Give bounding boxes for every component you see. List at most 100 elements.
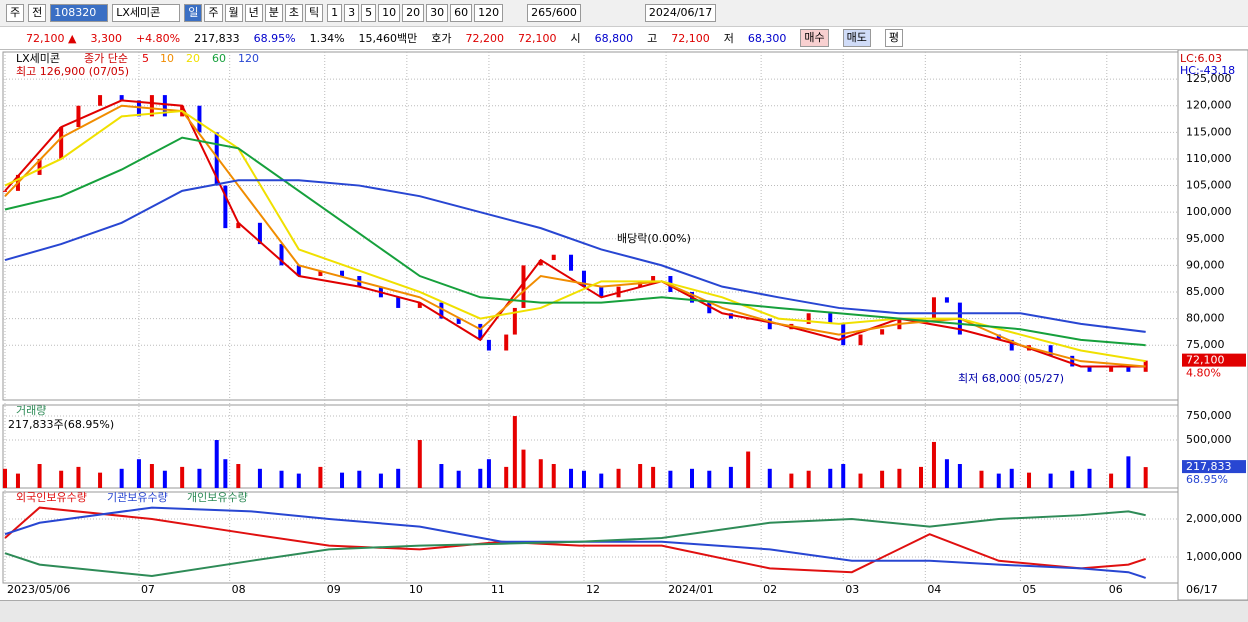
avg-button[interactable]: 평 [884,29,904,47]
last-price-box [1182,353,1246,367]
legend-item: 기관보유수량 [107,491,168,504]
volume-bar [15,473,20,488]
y-tick-label: 80,000 [1186,312,1225,325]
volume-bar [512,416,517,488]
annotation: LC:6.03 [1180,52,1222,65]
intervals-button[interactable]: 20 [402,4,425,22]
candle [37,158,42,175]
volume-bar [257,468,262,488]
volume-bar [1027,472,1032,488]
annotation: 최저 68,000 (05/27) [958,372,1064,385]
volume-bar [37,464,42,488]
volume-bar [214,440,219,488]
volume-bar [119,468,124,488]
stock-name[interactable]: LX세미콘 [112,4,181,22]
volume-bar [690,468,694,488]
units-button[interactable]: 일 [184,4,203,22]
volume-bar [806,470,811,488]
units-button[interactable]: 주 [204,4,223,22]
volume-bar [996,473,1001,488]
volume-bar [668,470,673,488]
volume-bar [521,449,526,488]
units-button[interactable]: 틱 [305,4,324,22]
candle [599,286,604,298]
volume-bar [478,468,483,488]
intervals-button[interactable]: 120 [474,4,504,22]
candle [707,302,712,314]
intervals-button[interactable]: 60 [450,4,473,22]
axis-area [1177,50,1248,601]
x-tick-label: 04 [927,583,941,596]
candle [223,185,228,229]
units-button[interactable]: 분 [264,4,283,22]
last-volume: 217,833 [1186,460,1232,473]
legend-item: 60 [212,52,226,65]
intervals-button[interactable]: 1 [327,4,343,22]
candle [279,244,284,266]
line [4,110,1146,363]
volume-bar [340,472,345,488]
candle [512,307,517,335]
legend-item: 120 [238,52,259,65]
volume-bar [439,464,444,488]
volume-bar [1048,473,1053,488]
x-tick-label: 10 [409,583,423,596]
line [4,506,1146,579]
candle [521,265,526,308]
volume-ratio: 68.95% [253,31,296,45]
volume-bar [728,466,733,488]
x-tick-label: 08 [232,583,246,596]
sell-button[interactable]: 매도 [842,29,871,47]
candle [214,132,219,186]
x-tick-label: 09 [327,583,341,596]
candle [504,334,509,351]
period[interactable]: 주 [6,4,25,22]
scrollbar[interactable] [0,600,1248,622]
volume-bar [919,466,923,488]
volume-bar [318,466,323,488]
candle [1126,366,1131,372]
candle [1087,366,1092,372]
intervals-button[interactable]: 3 [344,4,360,22]
volume-bar [599,473,604,488]
units-button[interactable]: 월 [224,4,243,22]
volume-bar [581,470,586,488]
turnover: 1.34% [309,31,345,45]
count[interactable]: 265/600 [527,4,581,22]
volume-bar [707,470,712,488]
volume-bar [180,466,185,488]
candle [581,270,586,287]
y-tick-label: 120,000 [1186,99,1232,112]
intervals-button[interactable]: 5 [361,4,377,22]
intervals-button[interactable]: 10 [378,4,401,22]
intervals-button[interactable]: 30 [426,4,449,22]
candle [828,313,833,324]
volume-bar [504,466,509,488]
date[interactable]: 2024/06/17 [644,4,717,22]
volume-bar [789,473,794,488]
line [4,506,1146,574]
low: 68,300 [747,31,787,45]
volume: 217,833 [194,31,240,45]
candle [880,329,885,335]
volume-bar [396,468,401,488]
candle [318,270,323,277]
title: 거래량 [16,404,46,417]
buy-button[interactable]: 매수 [800,29,829,47]
panel [2,404,1179,489]
prev[interactable]: 전 [28,4,47,22]
units-button[interactable]: 초 [284,4,303,22]
candle [76,105,81,128]
volume-bar [236,464,241,488]
units-button[interactable]: 년 [244,4,263,22]
code[interactable]: 108320 [50,4,109,22]
volume-bar [638,464,643,488]
y-tick-label: 110,000 [1186,152,1232,165]
candle [1048,345,1053,356]
volume-bar [223,459,228,488]
candle [944,297,949,303]
candle [340,270,345,277]
